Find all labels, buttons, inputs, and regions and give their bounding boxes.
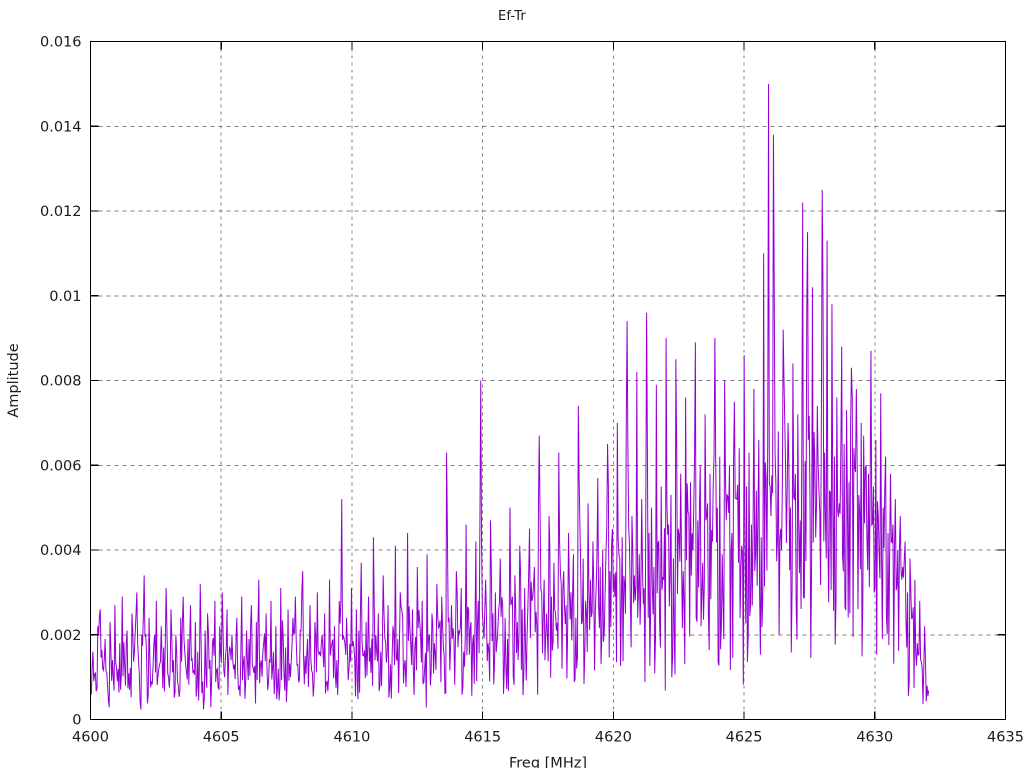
y-tick-label: 0.008 <box>40 374 82 390</box>
y-tick-label: 0.002 <box>40 628 82 644</box>
y-tick-label: 0.01 <box>49 289 81 305</box>
x-tick-label: 4625 <box>726 730 763 746</box>
x-tick-label: 4600 <box>72 730 109 746</box>
axis-ticks: 0 0.002 0.004 0.006 0.008 0.01 0.012 0.014 0.016… <box>40 35 1024 746</box>
x-axis-label: Freq [MHz] <box>509 756 587 768</box>
y-tick-label: 0.016 <box>40 35 82 51</box>
y-tick-label: 0.012 <box>40 204 82 220</box>
x-tick-label: 4630 <box>856 730 893 746</box>
x-tick-label: 4610 <box>333 730 370 746</box>
y-tick-label: 0 <box>72 713 81 729</box>
x-tick-label: 4635 <box>987 730 1024 746</box>
x-tick-label: 4620 <box>595 730 632 746</box>
data-series-ef-tr <box>90 83 930 710</box>
x-tick-label: 4605 <box>203 730 240 746</box>
y-tick-label: 0.014 <box>40 119 82 135</box>
y-tick-label: 0.004 <box>40 543 82 559</box>
y-tick-label: 0.006 <box>40 458 82 474</box>
chart-title: Ef-Tr <box>498 9 526 24</box>
axis-labels: Freq [MHz] Amplitude <box>6 343 587 768</box>
x-tick-label: 4615 <box>464 730 501 746</box>
y-axis-label: Amplitude <box>6 343 22 417</box>
